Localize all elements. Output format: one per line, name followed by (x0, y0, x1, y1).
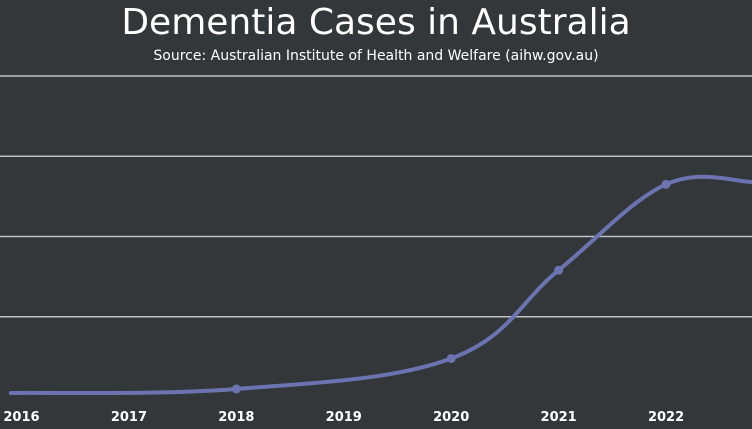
x-tick-label: 2021 (541, 410, 577, 425)
x-tick-label: 2016 (3, 410, 39, 425)
x-tick-label: 2019 (326, 410, 362, 425)
series-line (8, 174, 752, 396)
gridlines (0, 75, 752, 318)
x-tick-label: 2017 (111, 410, 147, 425)
data-point[interactable] (231, 384, 241, 394)
chart-title: Dementia Cases in Australia (121, 2, 631, 43)
data-point[interactable] (446, 353, 456, 363)
x-axis: 2016 2017 2018 2019 2020 2021 2022 (3, 410, 684, 425)
chart-subtitle: Source: Australian Institute of Health a… (153, 48, 599, 64)
data-point[interactable] (661, 179, 671, 189)
series-group (8, 174, 752, 396)
x-tick-label: 2020 (433, 410, 469, 425)
x-tick-label: 2018 (218, 410, 254, 425)
data-point[interactable] (554, 265, 564, 275)
x-tick-label: 2022 (648, 410, 684, 425)
